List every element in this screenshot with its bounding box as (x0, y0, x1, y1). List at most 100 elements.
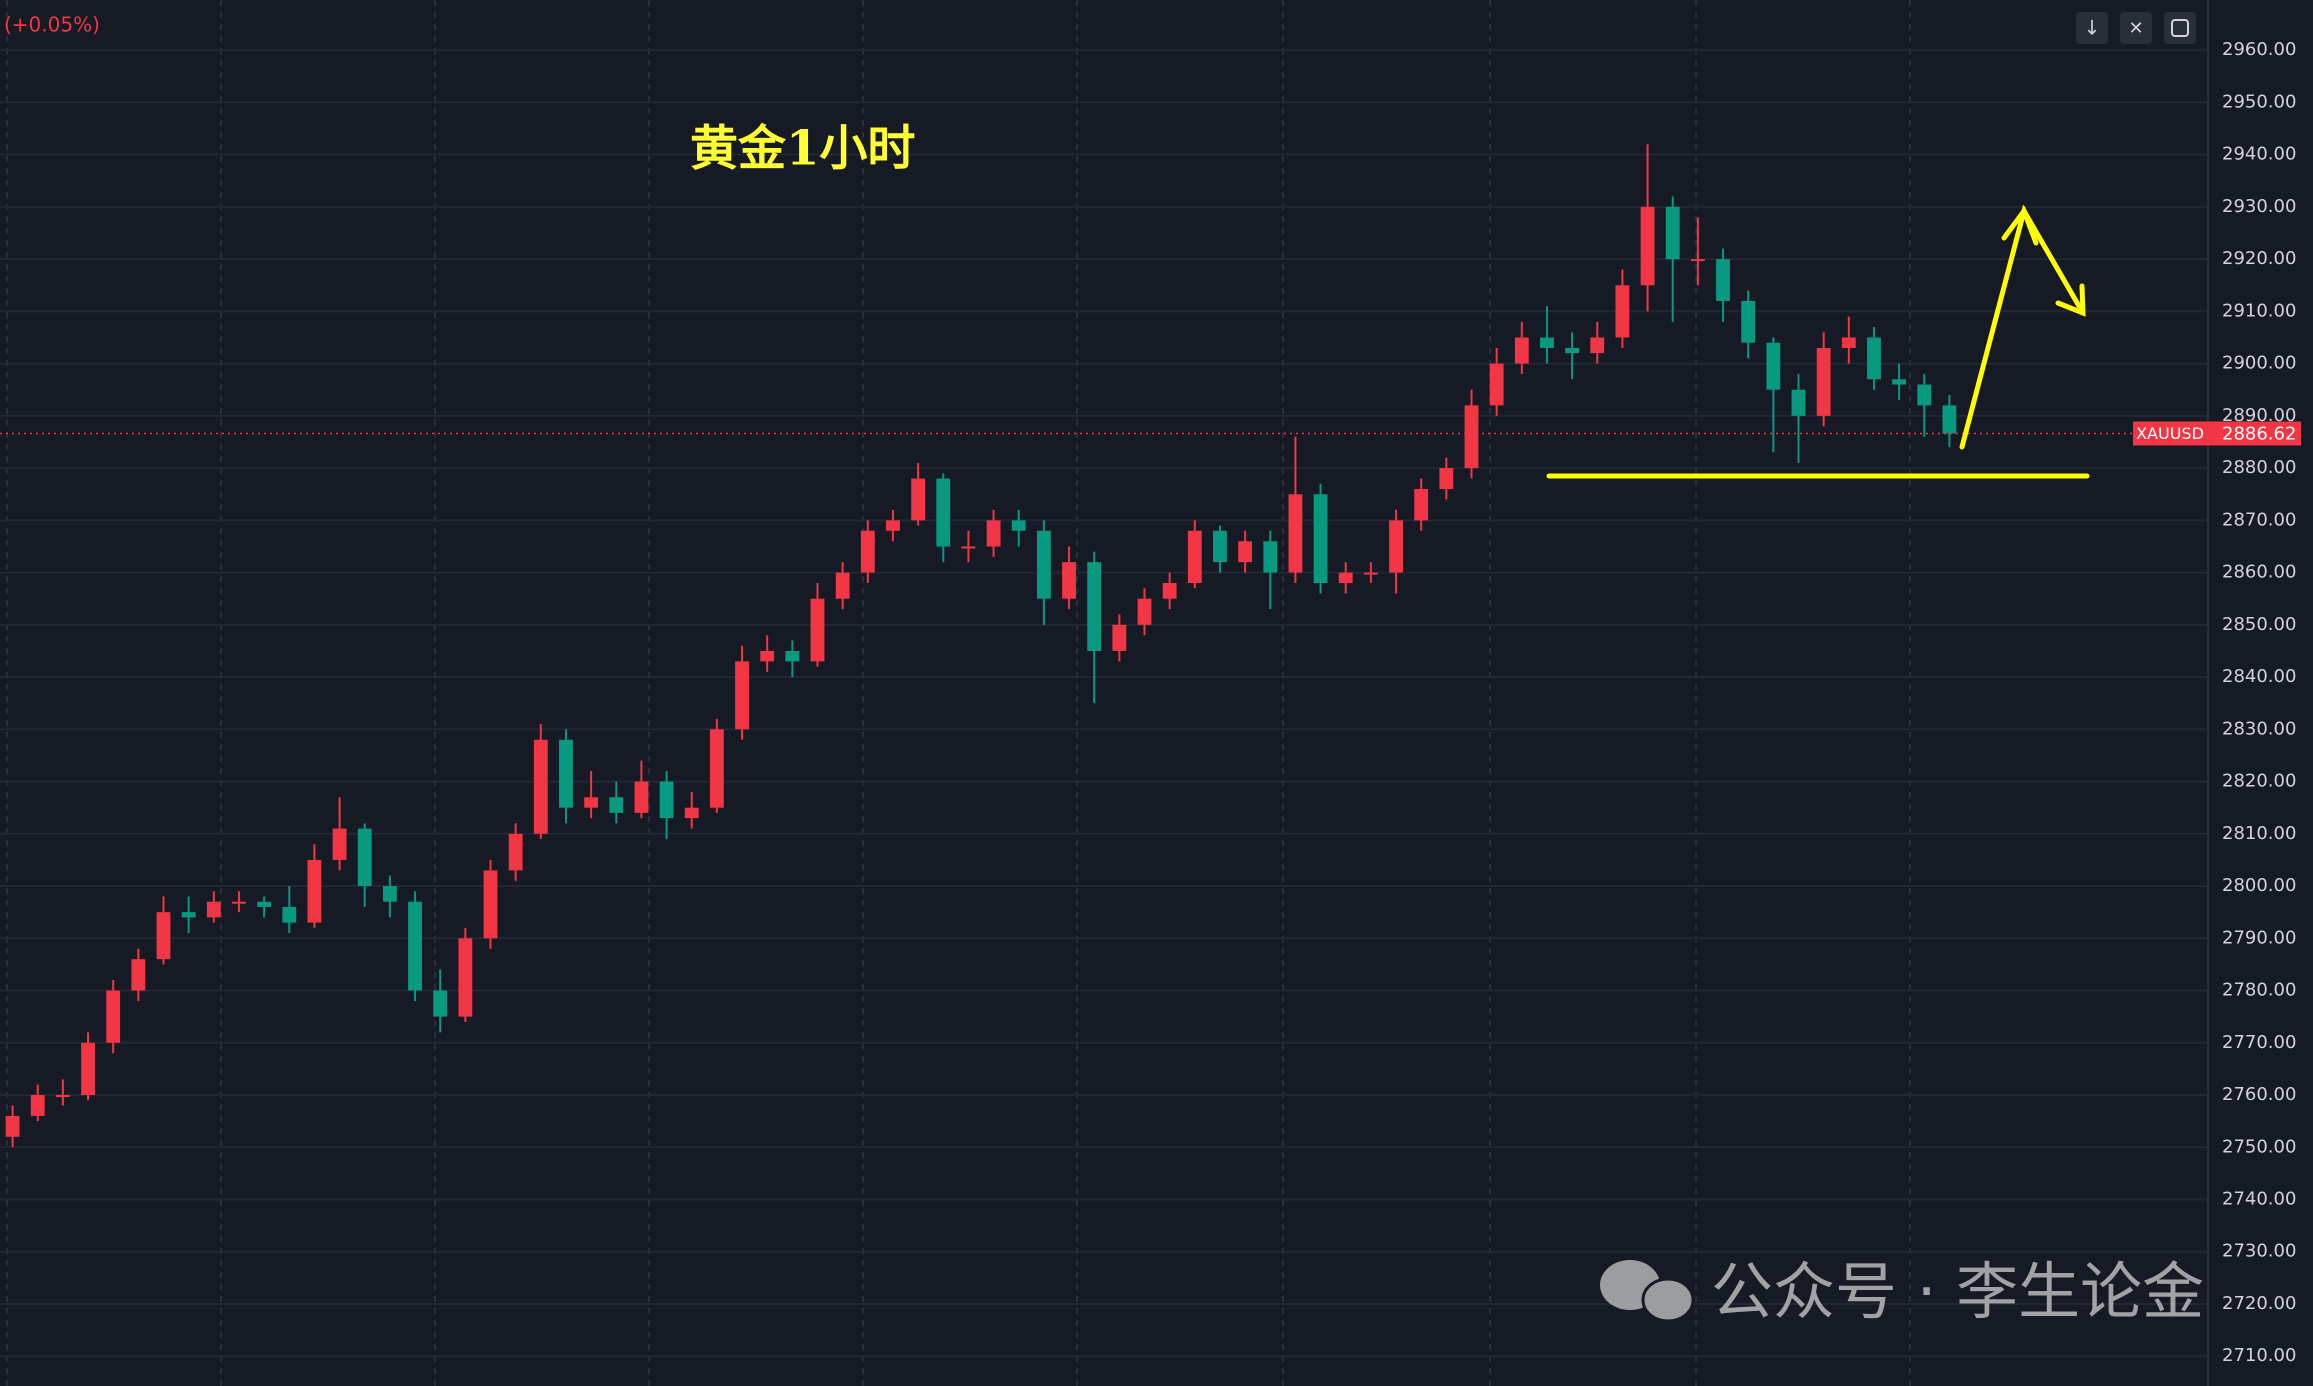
candle-body (232, 901, 246, 904)
watermark-text: 公众号 · 李生论金 (1711, 1255, 2204, 1328)
scroll-button[interactable] (2076, 12, 2108, 44)
annotation-title: 黄金1小时 (690, 121, 915, 177)
candle-body (1640, 206, 1655, 286)
candle-body (307, 859, 322, 923)
candle-body (257, 901, 272, 907)
candle-body (156, 912, 171, 960)
candle-body (357, 828, 372, 887)
y-tick-label: 2730.00 (2222, 1241, 2296, 1262)
candle-body (835, 572, 850, 599)
candle-body (1062, 562, 1076, 599)
candle-body (408, 901, 422, 991)
grid (0, 0, 2208, 1386)
candle-body (1439, 468, 1454, 489)
y-tick-label: 2950.00 (2222, 91, 2296, 112)
y-tick-label: 2900.00 (2222, 353, 2296, 374)
candle-body (559, 739, 573, 808)
y-tick-label: 2860.00 (2222, 562, 2296, 583)
candle-body (131, 959, 146, 991)
candle-body (659, 781, 674, 819)
symbol-label: XAUUSD (2136, 424, 2204, 443)
candle-body (533, 739, 548, 834)
y-tick-label: 2830.00 (2222, 718, 2296, 739)
candle-body (1389, 520, 1403, 573)
candle-body (709, 729, 724, 808)
price-label-box (2208, 421, 2301, 446)
candle-body (886, 520, 900, 531)
candle-body (810, 598, 825, 662)
candle-body (1565, 347, 1580, 354)
y-tick-label: 2850.00 (2222, 614, 2296, 635)
y-tick-label: 2760.00 (2222, 1084, 2296, 1105)
candle-body (760, 650, 775, 662)
candle-body (584, 797, 599, 808)
candle-body (483, 870, 498, 939)
y-tick-label: 2840.00 (2222, 666, 2296, 687)
y-tick-label: 2710.00 (2222, 1345, 2296, 1366)
reset-icon (2171, 19, 2189, 37)
reset-button[interactable] (2164, 12, 2196, 44)
candle-body (1716, 259, 1730, 301)
candle-body (1238, 541, 1253, 563)
candle-body (1263, 541, 1278, 573)
toolbar: ↓ ✕ (2076, 12, 2196, 44)
drawings (1546, 204, 2090, 479)
candle-body (106, 990, 121, 1043)
candle-body (206, 901, 221, 918)
candle-body (1892, 379, 1907, 385)
wechat-icon (1641, 1277, 1695, 1323)
candle-body (1288, 494, 1303, 573)
symbol-label-box (2133, 421, 2208, 446)
watermark: 公众号 · 李生论金 (1600, 1255, 2204, 1328)
candle-body (433, 990, 448, 1017)
candle-body (1112, 624, 1127, 651)
y-tick-label: 2740.00 (2222, 1188, 2296, 1209)
candle-body (81, 1042, 95, 1096)
candle-body (1313, 494, 1328, 584)
candle-body (986, 520, 1001, 547)
collapse-icon: ✕ (2128, 18, 2143, 39)
candle-body (1338, 572, 1353, 584)
y-tick-label: 2960.00 (2222, 39, 2296, 60)
candle-body (1942, 405, 1957, 434)
candle-body (382, 886, 397, 902)
price-label: 2886.62 (2222, 424, 2296, 445)
candle-body (30, 1095, 45, 1116)
candle-body (609, 797, 624, 813)
y-tick-label: 2870.00 (2222, 509, 2296, 530)
candle-body (735, 661, 749, 730)
candle-body (1540, 337, 1554, 348)
y-tick-label: 2890.00 (2222, 405, 2296, 426)
candle-body (1917, 384, 1932, 406)
y-tick-label: 2820.00 (2222, 771, 2296, 792)
candle-body (936, 478, 951, 547)
y-tick-label: 2790.00 (2222, 927, 2296, 948)
candle-body (1414, 488, 1429, 521)
y-tick-label: 2720.00 (2222, 1293, 2296, 1314)
candle-body (1841, 337, 1856, 348)
candle-body (5, 1115, 20, 1137)
candle-body (1489, 363, 1504, 406)
candle-body (634, 781, 649, 813)
candle-body (1011, 520, 1026, 531)
candle-body (1363, 572, 1378, 575)
y-tick-label: 2780.00 (2222, 980, 2296, 1001)
candle-body (1087, 562, 1102, 651)
y-tick-label: 2810.00 (2222, 823, 2296, 844)
candle-body (684, 807, 699, 819)
candle-body (1137, 598, 1152, 625)
candle-body (1665, 206, 1680, 260)
y-tick-label: 2770.00 (2222, 1032, 2296, 1053)
candle-body (1590, 337, 1605, 354)
candle-body (1464, 405, 1479, 469)
candle-body (961, 546, 976, 549)
candle-body (785, 650, 800, 662)
candles (0, 144, 2208, 1148)
y-tick-label: 2880.00 (2222, 457, 2296, 478)
arrow-head (2055, 283, 2086, 317)
collapse-button[interactable] (2120, 12, 2152, 44)
candle-body (1690, 259, 1705, 262)
